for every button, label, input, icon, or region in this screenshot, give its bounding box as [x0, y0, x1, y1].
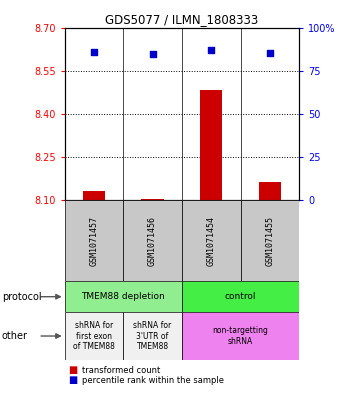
Text: ■: ■ — [68, 375, 77, 386]
Bar — [240, 200, 299, 281]
Bar — [182, 281, 299, 312]
Bar — [65, 281, 182, 312]
Bar — [200, 90, 222, 200]
Text: GSM1071455: GSM1071455 — [266, 216, 274, 266]
Text: transformed count: transformed count — [82, 366, 160, 375]
Bar — [123, 312, 182, 360]
Text: protocol: protocol — [2, 292, 41, 302]
Bar — [83, 191, 105, 200]
Point — [150, 51, 155, 57]
Point — [208, 47, 214, 53]
Text: shRNA for
first exon
of TMEM88: shRNA for first exon of TMEM88 — [73, 321, 115, 351]
Bar — [65, 312, 123, 360]
Title: GDS5077 / ILMN_1808333: GDS5077 / ILMN_1808333 — [105, 13, 258, 26]
Text: GSM1071456: GSM1071456 — [148, 216, 157, 266]
Bar — [141, 199, 164, 200]
Bar — [259, 182, 281, 200]
Point — [91, 49, 97, 55]
Text: non-targetting
shRNA: non-targetting shRNA — [212, 326, 269, 346]
Text: control: control — [225, 292, 256, 301]
Text: ■: ■ — [68, 365, 77, 375]
Bar — [182, 200, 240, 281]
Text: shRNA for
3'UTR of
TMEM88: shRNA for 3'UTR of TMEM88 — [133, 321, 172, 351]
Text: GSM1071454: GSM1071454 — [207, 216, 216, 266]
Text: TMEM88 depletion: TMEM88 depletion — [81, 292, 165, 301]
Bar — [182, 312, 299, 360]
Text: other: other — [2, 331, 28, 341]
Bar — [123, 200, 182, 281]
Text: percentile rank within the sample: percentile rank within the sample — [82, 376, 224, 385]
Text: GSM1071457: GSM1071457 — [89, 216, 98, 266]
Bar — [65, 200, 123, 281]
Point — [267, 50, 273, 57]
